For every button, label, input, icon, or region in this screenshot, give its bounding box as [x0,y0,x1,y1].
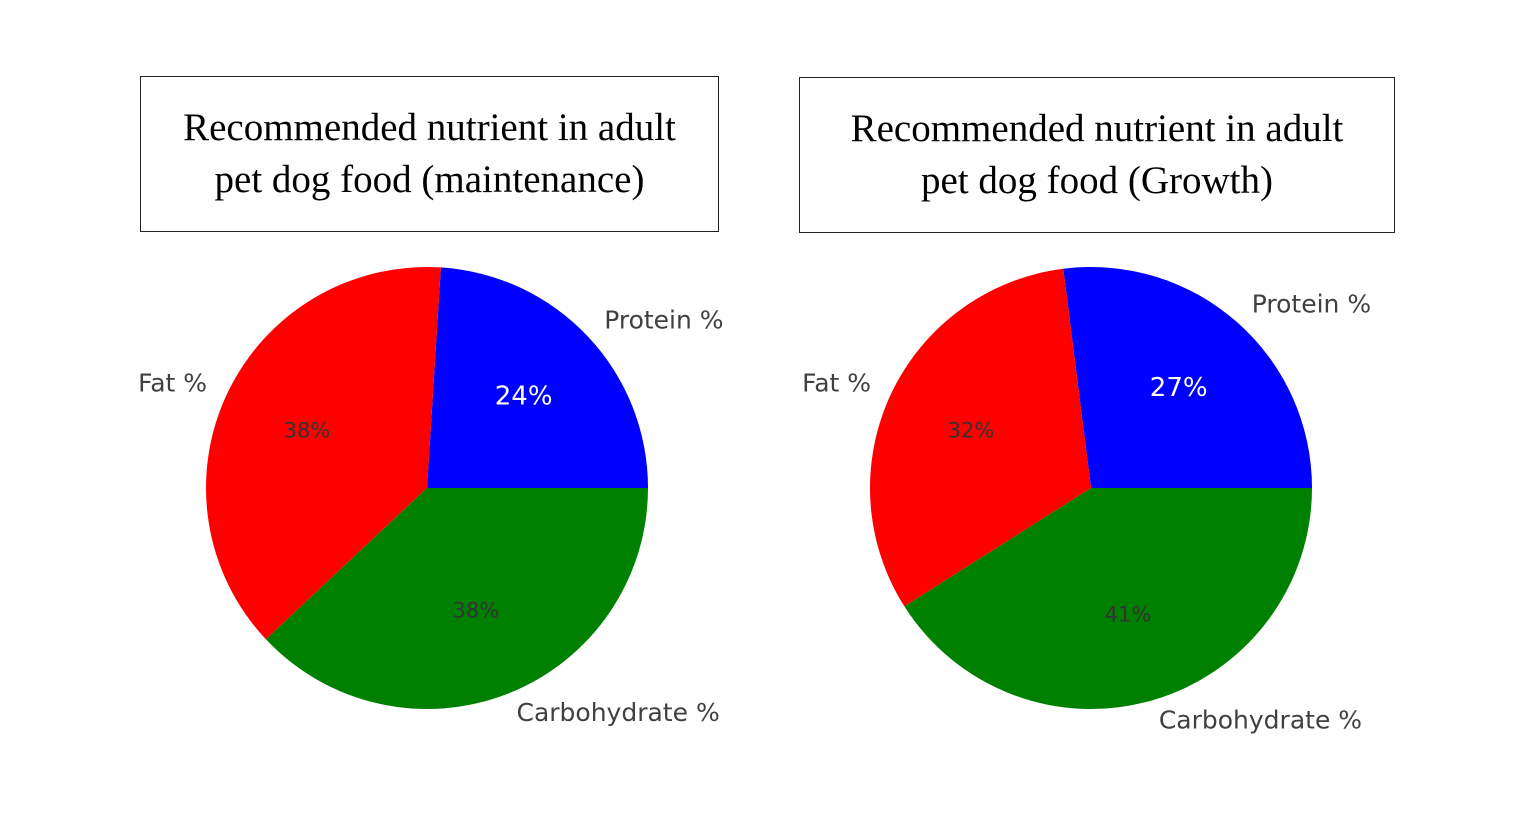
pie-slice-carbohydrate [904,488,1312,710]
pie-slice-carbohydrate [265,488,648,710]
pie-category-label-fat: Fat % [802,368,871,397]
chart-title-maintenance: Recommended nutrient in adult pet dog fo… [140,76,719,232]
pie-slice-fat [869,268,1091,607]
pie-value-label-carbohydrate: 38% [452,598,499,622]
pie-value-label-carbohydrate: 41% [1105,602,1152,626]
pie-category-label-carbohydrate: Carbohydrate % [1159,705,1362,734]
pie-chart-2: 27% Protein % 32% Fat % 41% Carbohydrate % [802,266,1371,734]
pie-slice-fat [205,267,441,640]
pie-value-label-protein: 27% [1150,373,1208,403]
pie-category-label-fat: Fat % [138,368,207,397]
pie-value-label-fat: 32% [948,419,995,443]
pie-category-label-protein: Protein % [604,306,723,335]
pie-value-label-protein: 24% [495,382,553,412]
pie-category-label-protein: Protein % [1252,290,1371,319]
pie-category-label-carbohydrate: Carbohydrate % [516,698,719,727]
pie-slice-protein [427,267,648,488]
pie-value-label-fat: 38% [284,419,331,443]
pie-slice-protein [1063,266,1312,488]
pie-chart-1: 24% Protein % 38% Fat % 38% Carbohydrate % [138,267,724,727]
chart-title-growth: Recommended nutrient in adult pet dog fo… [799,77,1395,233]
